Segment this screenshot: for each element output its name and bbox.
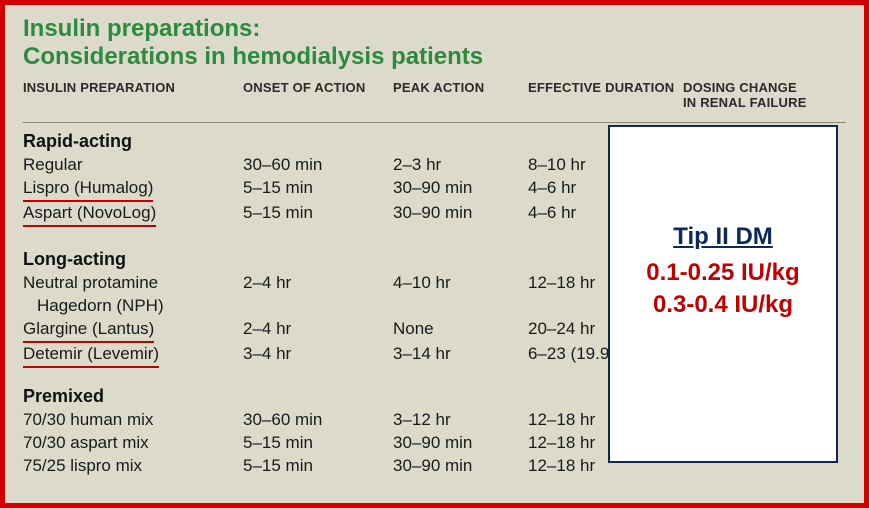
callout-line1: 0.1-0.25 IU/kg [610,257,836,289]
cell-prep: 75/25 lispro mix [23,455,243,478]
cell-onset: 5–15 min [243,432,393,455]
callout-title: Tip II DM [610,223,836,251]
title-line-1: Insulin preparations: [23,15,846,43]
table-header-row: INSULIN PREPARATION ONSET OF ACTION PEAK… [23,76,846,122]
cell-peak: 30–90 min [393,177,528,202]
cell-onset: 3–4 hr [243,343,393,368]
cell-onset: 2–4 hr [243,318,393,343]
header-dosing: DOSING CHANGE IN RENAL FAILURE [683,80,843,110]
cell-prep: Neutral protamine [23,272,243,295]
callout-line2: 0.3-0.4 IU/kg [610,289,836,321]
cell-prep: 70/30 aspart mix [23,432,243,455]
title-line-2: Considerations in hemodialysis patients [23,43,846,71]
header-preparation: INSULIN PREPARATION [23,80,243,110]
document-frame: Insulin preparations: Considerations in … [0,0,869,508]
cell-prep: Glargine (Lantus) [23,318,243,343]
cell-prep: Lispro (Humalog) [23,177,243,202]
header-dosing-l2: IN RENAL FAILURE [683,95,843,110]
cell-peak: None [393,318,528,343]
page-title: Insulin preparations: Considerations in … [23,15,846,70]
cell-prep: Aspart (NovoLog) [23,202,243,227]
cell-onset: 5–15 min [243,177,393,202]
header-peak: PEAK ACTION [393,80,528,110]
cell-peak: 30–90 min [393,432,528,455]
cell-onset: 5–15 min [243,202,393,227]
cell-peak: 30–90 min [393,455,528,478]
cell-peak: 2–3 hr [393,154,528,177]
header-duration: EFFECTIVE DURATION [528,80,683,110]
cell-peak: 4–10 hr [393,272,528,295]
header-onset: ONSET OF ACTION [243,80,393,110]
cell-prep: Detemir (Levemir) [23,343,243,368]
cell-onset: 2–4 hr [243,272,393,295]
header-dosing-l1: DOSING CHANGE [683,80,843,95]
cell-prep: 70/30 human mix [23,409,243,432]
cell-prep: Regular [23,154,243,177]
cell-prep-line2: Hagedorn (NPH) [23,295,257,318]
header-divider [23,122,846,123]
dosing-callout: Tip II DM 0.1-0.25 IU/kg 0.3-0.4 IU/kg [608,125,838,463]
cell-peak: 30–90 min [393,202,528,227]
cell-onset: 30–60 min [243,409,393,432]
cell-onset: 30–60 min [243,154,393,177]
cell-peak: 3–14 hr [393,343,528,368]
cell-onset: 5–15 min [243,455,393,478]
cell-peak: 3–12 hr [393,409,528,432]
